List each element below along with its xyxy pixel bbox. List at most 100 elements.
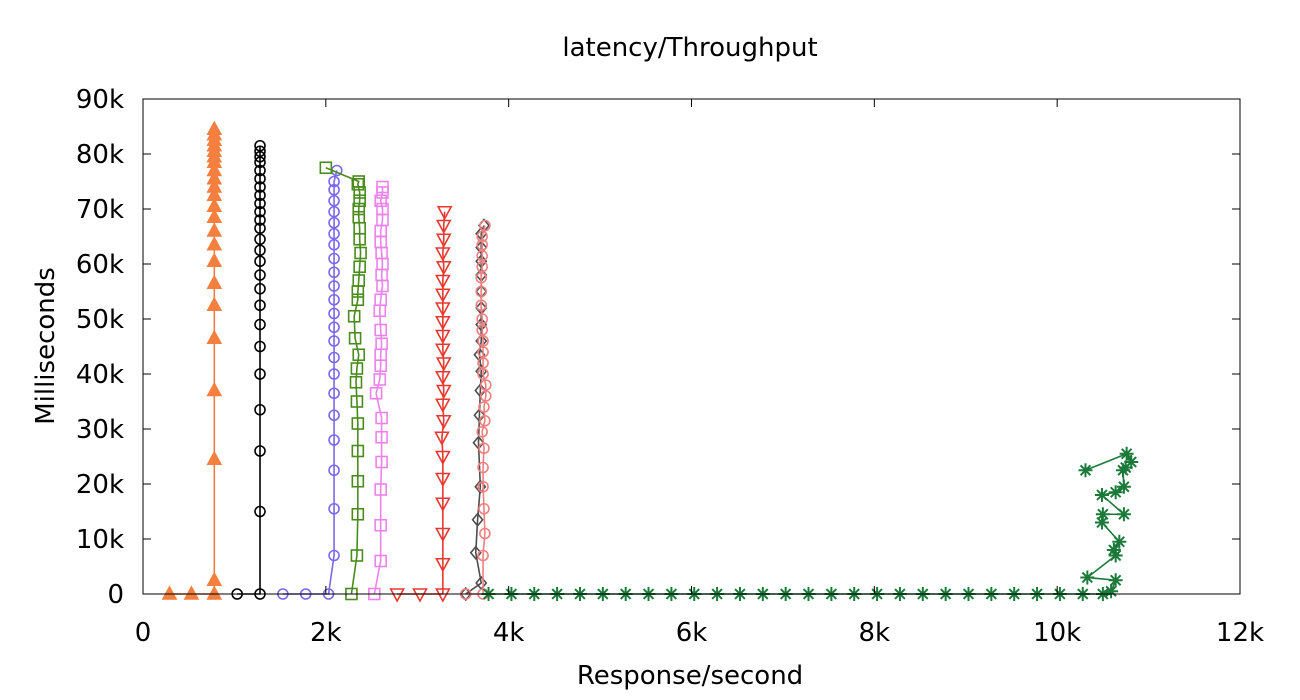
data-point [435, 219, 452, 235]
series-line [397, 211, 446, 595]
data-point [1124, 455, 1139, 469]
data-point [376, 202, 389, 216]
data-point [206, 585, 223, 600]
data-point [477, 368, 489, 380]
data-point [477, 357, 489, 369]
data-point [328, 387, 340, 400]
data-point [479, 414, 491, 427]
data-point [476, 425, 488, 438]
data-point [469, 545, 482, 560]
data-point [183, 585, 200, 600]
data-point [351, 444, 365, 458]
axes: 0 2k 4k 6k 8k 10k 12k 0 10k 20k 30k 40k 50k 60k 70k 80k… [76, 85, 1264, 648]
data-point [374, 518, 387, 532]
data-point [328, 307, 340, 320]
data-point [1118, 460, 1133, 475]
data-point [435, 450, 451, 466]
x-axis-title: Response/second [577, 661, 803, 691]
data-point [206, 186, 223, 202]
data-point [254, 172, 266, 185]
data-point [478, 502, 490, 515]
data-point [206, 197, 223, 213]
data-point [254, 156, 266, 169]
data-point [328, 335, 340, 347]
chart-title: latency/Throughput [562, 33, 817, 63]
series-4 [319, 161, 367, 601]
data-point [328, 205, 340, 218]
data-point [435, 260, 452, 276]
x-tick-label: 4k [493, 618, 525, 648]
data-point [374, 194, 387, 208]
data-point [254, 189, 266, 202]
data-point [328, 464, 340, 477]
data-point [254, 505, 266, 518]
y-tick-label: 50k [76, 305, 124, 335]
plot-area [161, 120, 1139, 603]
data-point [328, 216, 340, 229]
data-point [1108, 573, 1123, 588]
data-point [435, 414, 452, 430]
data-point [206, 208, 223, 224]
data-point [435, 497, 451, 512]
data-point [328, 238, 340, 251]
series-3 [277, 164, 343, 600]
x-tick-label: 2k [310, 618, 342, 648]
y-axis-title: Milliseconds [31, 267, 61, 425]
series-line [325, 167, 362, 595]
series-2 [231, 139, 266, 600]
data-point [328, 183, 340, 196]
data-point [435, 557, 451, 573]
data-point [254, 403, 266, 416]
data-point [206, 170, 223, 185]
data-point [254, 368, 266, 380]
y-tick-label: 20k [76, 470, 124, 500]
data-point [328, 434, 340, 446]
y-tick-label: 30k [76, 415, 124, 445]
data-point [375, 430, 388, 444]
y-tick-label: 60k [76, 250, 124, 280]
data-point [254, 318, 266, 331]
data-point [1104, 584, 1119, 599]
data-point [352, 175, 366, 188]
data-point [254, 222, 266, 235]
data-point [352, 202, 366, 216]
data-point [389, 588, 405, 603]
series-line [373, 187, 384, 595]
data-point [206, 329, 223, 345]
data-point [206, 274, 223, 290]
data-point [1116, 507, 1131, 522]
data-point [435, 329, 451, 345]
data-point [374, 483, 387, 496]
data-point [476, 260, 488, 273]
data-point [206, 450, 223, 466]
data-point [353, 194, 366, 208]
data-point [475, 285, 488, 298]
data-point [206, 571, 223, 587]
plot-frame [142, 98, 1241, 595]
data-point [1108, 485, 1123, 500]
data-point [478, 442, 490, 455]
data-point [435, 288, 451, 303]
data-point [1094, 488, 1109, 502]
data-point [206, 236, 223, 251]
data-point [351, 293, 365, 307]
series-1 [161, 120, 223, 600]
data-point [354, 246, 367, 260]
data-point [480, 390, 492, 402]
data-point [352, 210, 366, 224]
data-point [436, 205, 453, 221]
data-point [375, 455, 388, 469]
data-point [351, 507, 365, 521]
data-point [350, 395, 364, 408]
series-5 [367, 180, 389, 601]
data-point [471, 512, 484, 527]
data-point [328, 368, 340, 380]
data-point [477, 549, 489, 562]
data-point [374, 323, 387, 337]
data-point [435, 370, 451, 386]
data-point [435, 233, 452, 248]
data-point [475, 299, 488, 312]
data-point [435, 398, 451, 413]
data-point [477, 480, 489, 493]
